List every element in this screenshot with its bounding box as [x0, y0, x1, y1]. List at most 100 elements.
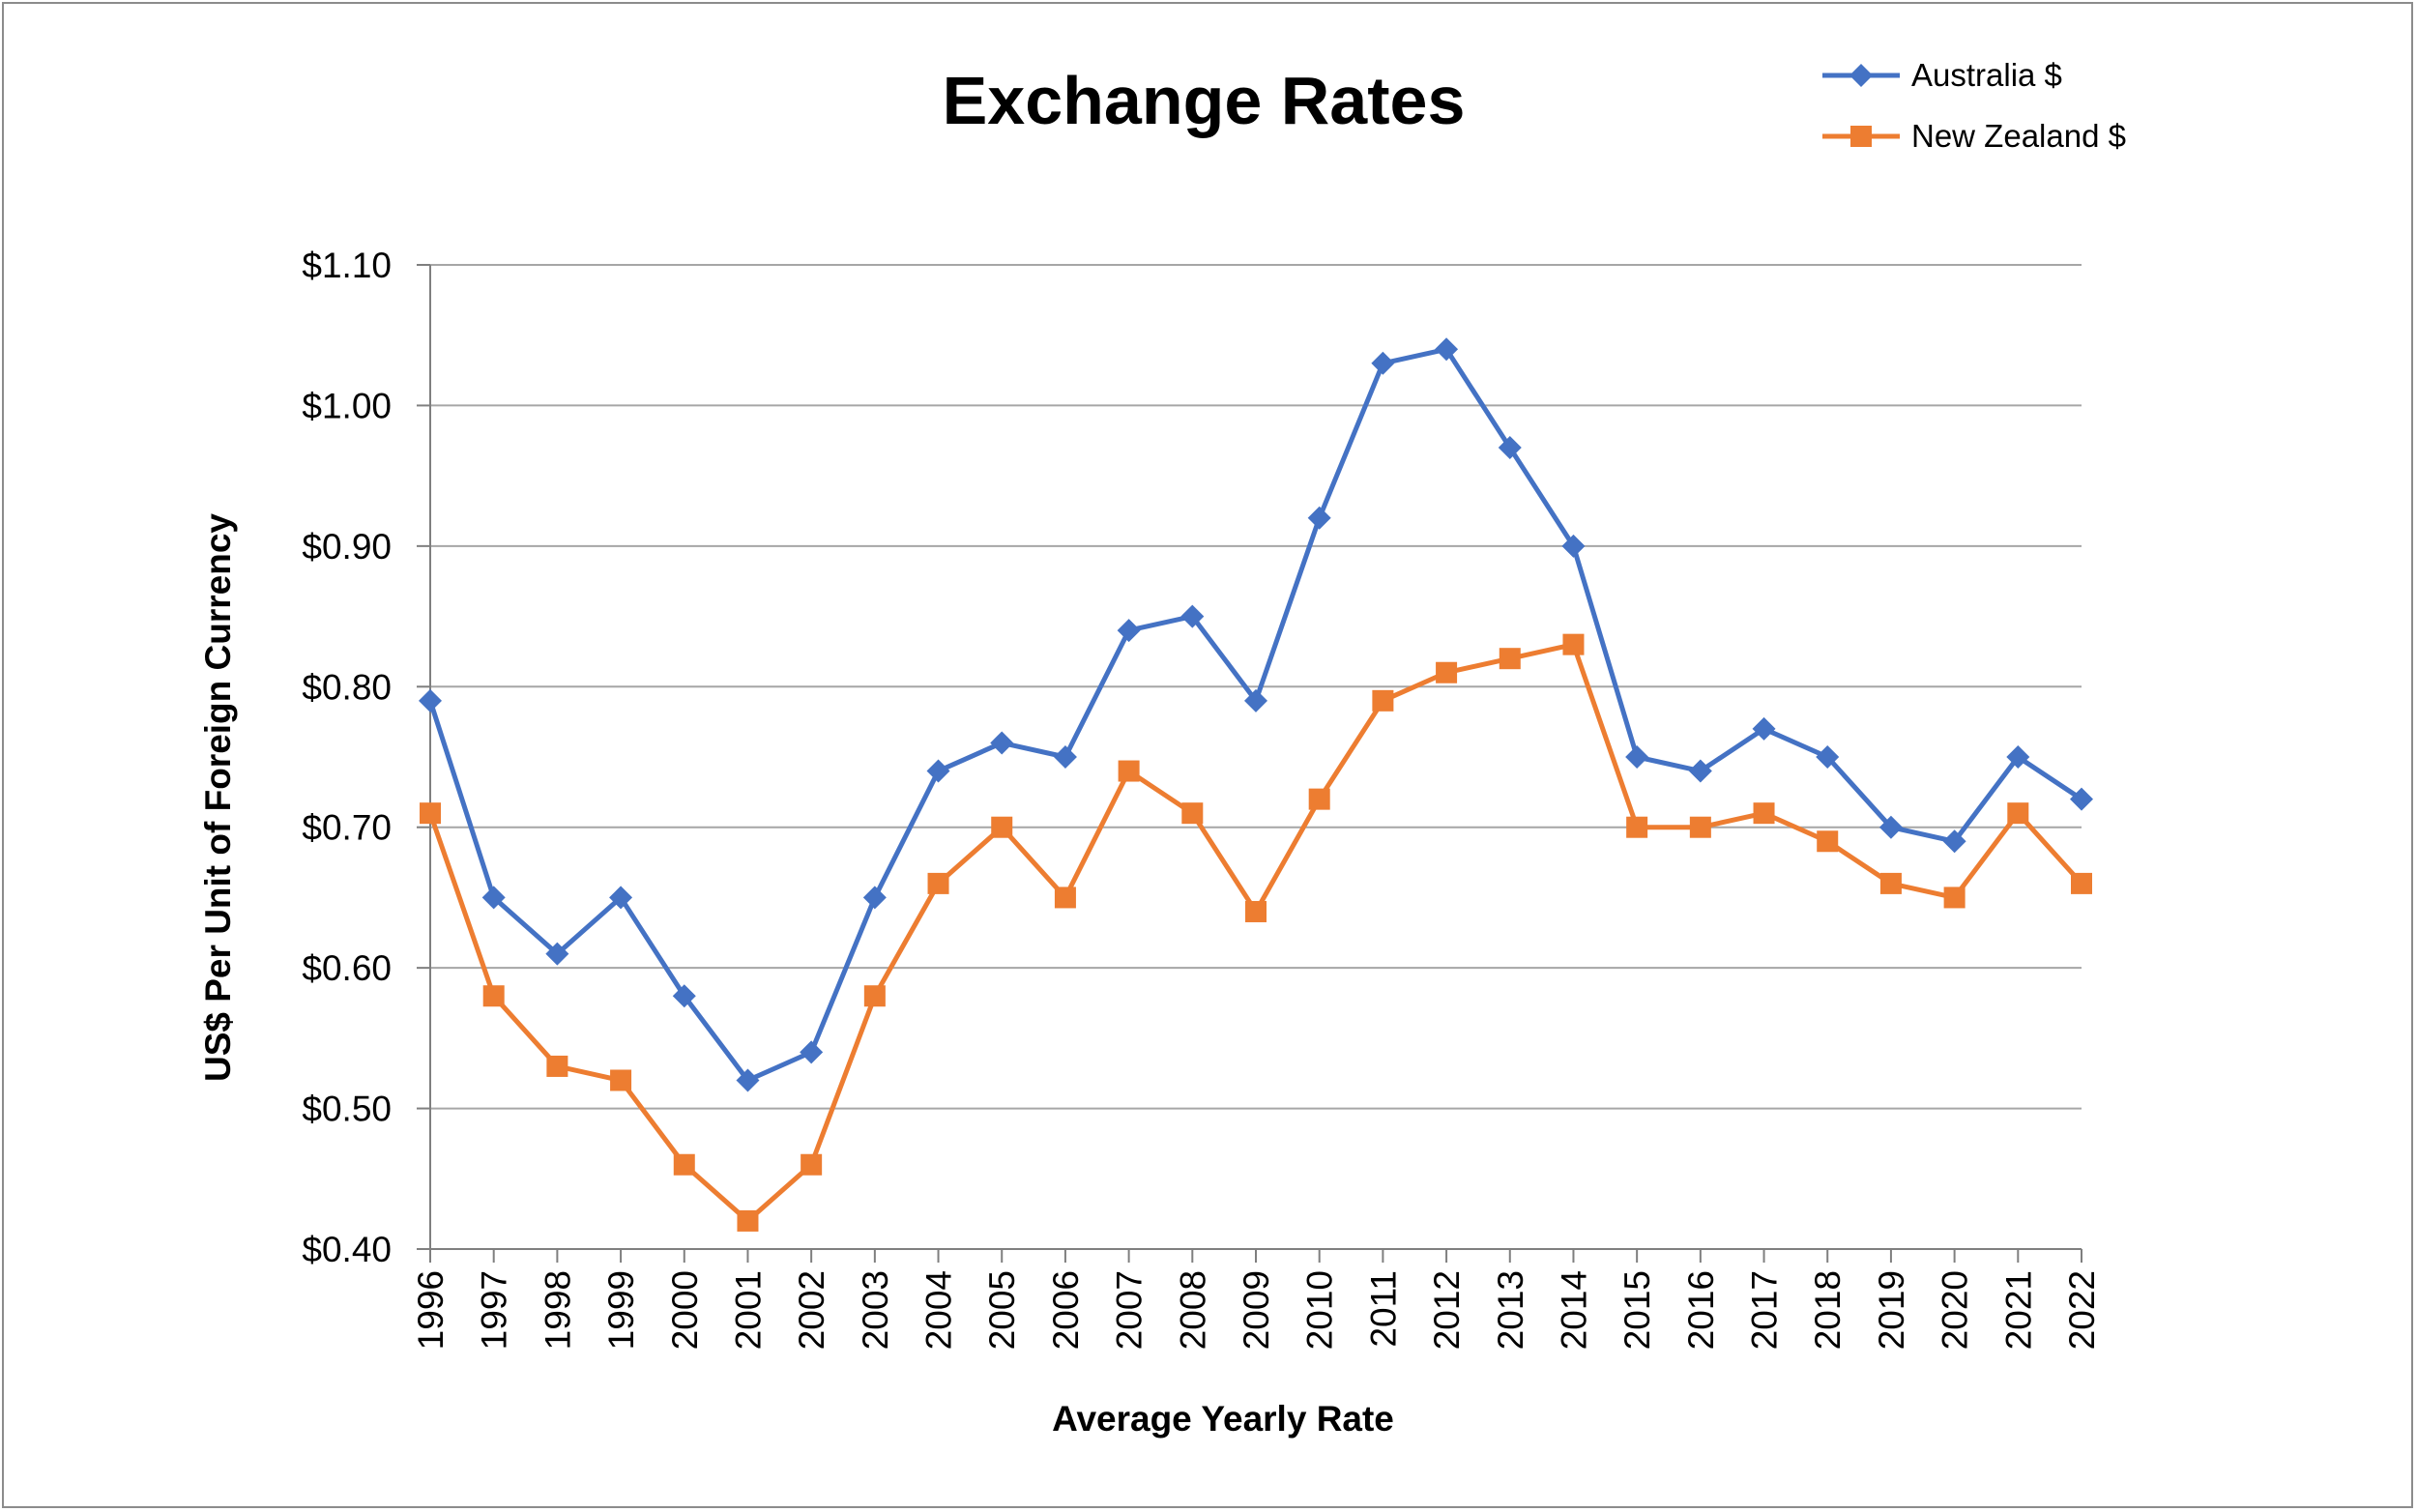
data-point-new-zealand	[1689, 816, 1711, 838]
x-tick-label: 1997	[475, 1270, 514, 1350]
y-tick-label: $1.10	[302, 246, 392, 285]
data-point-new-zealand	[1372, 689, 1394, 712]
legend-marker	[1849, 64, 1873, 87]
x-tick-label: 2000	[665, 1270, 705, 1350]
data-point-new-zealand	[1245, 900, 1267, 922]
x-tick-label: 2009	[1237, 1270, 1276, 1350]
y-tick-label: $0.60	[302, 948, 392, 988]
legend-label: Australia $	[1911, 57, 2062, 93]
data-point-australia	[1117, 619, 1141, 643]
x-tick-label: 2015	[1617, 1270, 1657, 1350]
data-point-australia	[1244, 688, 1267, 712]
data-point-new-zealand	[1626, 816, 1648, 838]
data-point-new-zealand	[863, 985, 886, 1007]
data-point-australia	[2070, 787, 2093, 811]
data-point-new-zealand	[546, 1055, 568, 1077]
x-tick-label: 2018	[1808, 1270, 1848, 1350]
data-point-new-zealand	[1562, 633, 1585, 655]
series-line-new-zealand	[427, 642, 2083, 1224]
x-tick-label: 2014	[1554, 1270, 1593, 1350]
data-point-australia	[926, 759, 950, 783]
data-point-australia	[990, 731, 1014, 755]
series-australia	[419, 337, 2093, 1092]
data-point-new-zealand	[927, 872, 949, 894]
data-point-australia	[419, 688, 442, 712]
y-tick-label: $0.70	[302, 808, 392, 848]
y-tick-label: $0.50	[302, 1090, 392, 1129]
x-tick-label: 2007	[1110, 1270, 1150, 1350]
data-point-australia	[1435, 337, 1459, 362]
x-tick-label: 2006	[1046, 1270, 1086, 1350]
x-tick-label: 2004	[919, 1270, 959, 1350]
data-point-australia	[1878, 815, 1903, 839]
data-point-australia	[862, 886, 887, 910]
x-axis-ticks: 1996 1997 1998 1999 2000 2001 2002 2003 2004 2005…	[411, 1249, 2102, 1350]
legend-label: New Zealand $	[1911, 118, 2126, 154]
legend-item-australia: Australia $	[1822, 57, 2062, 93]
data-point-new-zealand	[2071, 872, 2092, 894]
data-point-australia	[1307, 506, 1331, 530]
x-tick-label: 2008	[1173, 1270, 1212, 1350]
data-point-australia	[1942, 829, 1966, 854]
data-point-new-zealand	[610, 1069, 632, 1091]
data-point-australia	[1688, 759, 1712, 783]
data-point-new-zealand	[1118, 760, 1140, 782]
data-point-new-zealand	[1943, 887, 1966, 909]
gridlines	[430, 264, 2082, 1110]
data-point-australia	[1816, 745, 1840, 769]
x-tick-label: 1999	[601, 1270, 641, 1350]
data-point-new-zealand	[801, 1153, 823, 1176]
data-point-australia	[1752, 716, 1776, 741]
data-point-australia	[1053, 745, 1077, 769]
data-point-australia	[609, 886, 633, 910]
data-point-new-zealand	[1499, 648, 1521, 670]
x-tick-label: 1996	[411, 1270, 451, 1350]
data-point-new-zealand	[991, 816, 1013, 838]
x-tick-label: 2022	[2062, 1270, 2102, 1350]
series-new-zealand	[420, 633, 2092, 1232]
legend-marker	[1850, 126, 1872, 147]
data-point-new-zealand	[737, 1209, 759, 1232]
y-axis-ticks: $0.40 $0.50 $0.60 $0.70 $0.80 $0.90 $1.00 $1.10	[302, 246, 430, 1269]
x-tick-label: 2010	[1300, 1270, 1340, 1350]
x-tick-label: 2020	[1936, 1270, 1975, 1350]
data-point-australia	[481, 886, 506, 910]
series-line-australia	[427, 346, 2083, 1083]
legend: Australia $ New Zealand $	[1822, 57, 2126, 154]
y-tick-label: $0.40	[302, 1230, 392, 1269]
data-point-australia	[1561, 534, 1586, 558]
x-tick-label: 2017	[1745, 1270, 1785, 1350]
y-axis-title: US$ Per Unit of Foreign Currency	[198, 513, 238, 1082]
x-tick-label: 2021	[1998, 1270, 2038, 1350]
x-tick-label: 2013	[1491, 1270, 1530, 1350]
data-point-australia	[672, 984, 696, 1008]
x-tick-label: 1998	[538, 1270, 577, 1350]
data-point-australia	[545, 942, 569, 966]
data-point-new-zealand	[1753, 802, 1775, 825]
x-tick-label: 2005	[982, 1270, 1022, 1350]
data-point-new-zealand	[1054, 887, 1076, 909]
x-tick-label: 2002	[792, 1270, 831, 1350]
data-point-new-zealand	[1817, 830, 1839, 853]
x-tick-label: 2001	[728, 1270, 768, 1350]
x-tick-label: 2019	[1872, 1270, 1911, 1350]
data-point-new-zealand	[1308, 788, 1330, 810]
data-point-new-zealand	[1181, 802, 1204, 825]
y-tick-label: $1.00	[302, 386, 392, 425]
chart-title: Exchange Rates	[943, 63, 1466, 138]
x-tick-label: 2012	[1427, 1270, 1467, 1350]
y-tick-label: $0.90	[302, 527, 392, 567]
data-point-australia	[736, 1068, 760, 1092]
data-point-new-zealand	[420, 802, 441, 825]
data-point-new-zealand	[1436, 661, 1458, 683]
data-point-new-zealand	[2007, 802, 2029, 825]
y-tick-label: $0.80	[302, 667, 392, 707]
data-point-australia	[1625, 745, 1649, 769]
data-point-australia	[2006, 745, 2030, 769]
legend-item-new-zealand: New Zealand $	[1822, 118, 2126, 154]
data-point-australia	[1180, 604, 1205, 628]
data-point-australia	[1371, 351, 1395, 375]
data-point-new-zealand	[482, 985, 505, 1007]
x-tick-label: 2016	[1681, 1270, 1721, 1350]
